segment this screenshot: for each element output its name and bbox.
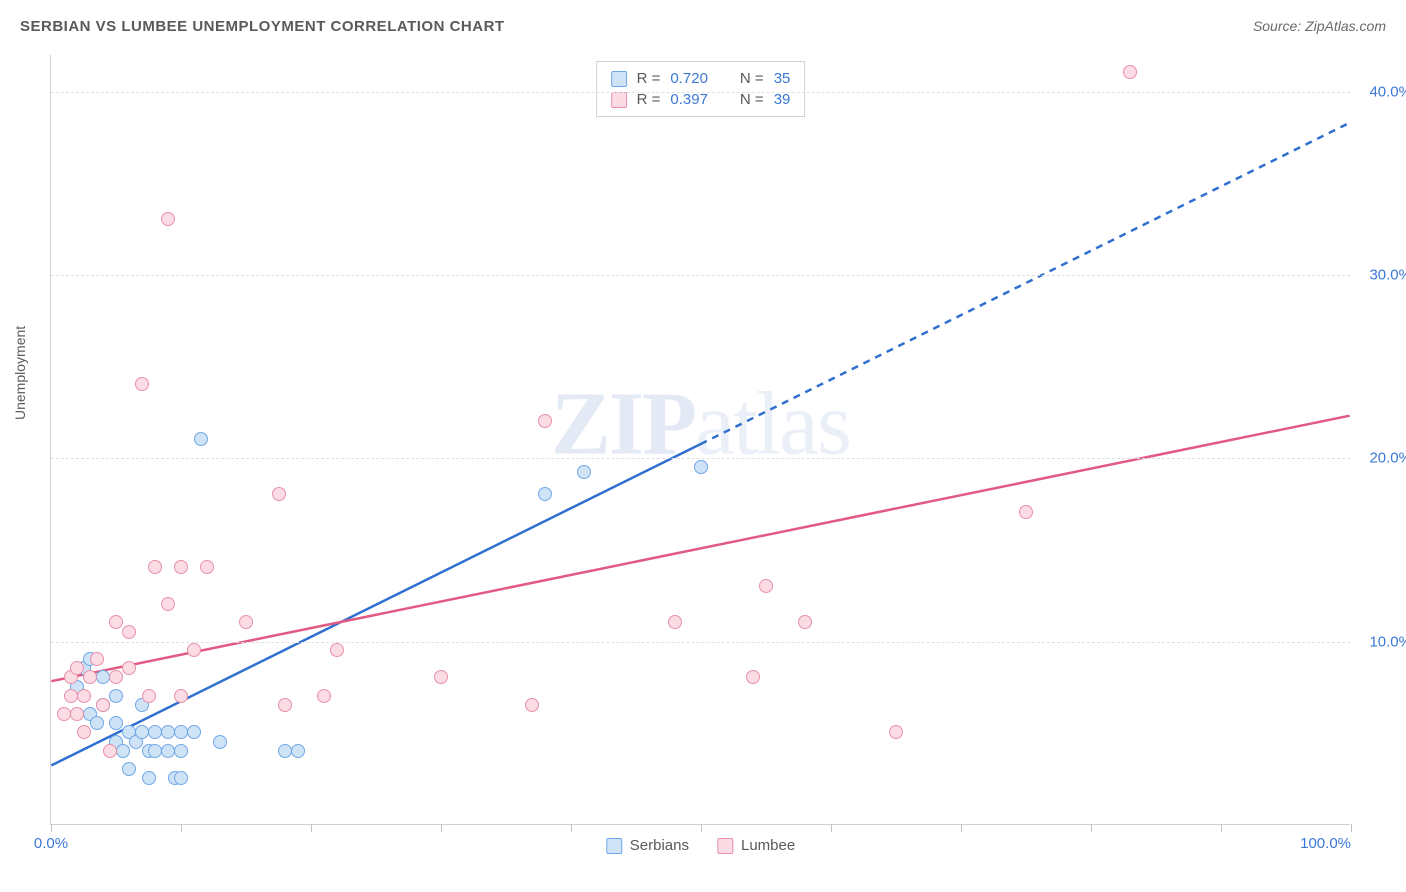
x-tick xyxy=(51,824,52,832)
plot-area: ZIPatlas R = 0.720N = 35R = 0.397N = 39 … xyxy=(50,55,1350,825)
x-tick xyxy=(831,824,832,832)
data-point xyxy=(57,707,71,721)
data-point xyxy=(148,560,162,574)
data-point xyxy=(174,744,188,758)
data-point xyxy=(291,744,305,758)
data-point xyxy=(122,661,136,675)
data-point xyxy=(109,689,123,703)
data-point xyxy=(142,689,156,703)
data-point xyxy=(148,744,162,758)
data-point xyxy=(1019,505,1033,519)
data-point xyxy=(1123,65,1137,79)
gridline-h xyxy=(51,92,1350,93)
data-point xyxy=(77,689,91,703)
data-point xyxy=(135,725,149,739)
legend-swatch xyxy=(611,71,627,87)
data-point xyxy=(148,725,162,739)
x-tick xyxy=(961,824,962,832)
data-point xyxy=(109,716,123,730)
legend-swatch xyxy=(717,838,733,854)
data-point xyxy=(161,744,175,758)
data-point xyxy=(174,771,188,785)
legend-item: Serbians xyxy=(606,837,689,854)
data-point xyxy=(434,670,448,684)
data-point xyxy=(278,744,292,758)
data-point xyxy=(135,377,149,391)
gridline-h xyxy=(51,642,1350,643)
legend-label: Lumbee xyxy=(741,837,795,854)
data-point xyxy=(272,487,286,501)
legend-swatch xyxy=(606,838,622,854)
data-point xyxy=(174,689,188,703)
legend-swatch xyxy=(611,92,627,108)
y-tick-label: 20.0% xyxy=(1369,450,1406,467)
x-tick xyxy=(1351,824,1352,832)
data-point xyxy=(200,560,214,574)
y-tick-label: 40.0% xyxy=(1369,83,1406,100)
data-point xyxy=(525,698,539,712)
data-point xyxy=(161,725,175,739)
data-point xyxy=(83,670,97,684)
y-tick-label: 10.0% xyxy=(1369,633,1406,650)
stats-legend: R = 0.720N = 35R = 0.397N = 39 xyxy=(596,61,806,117)
data-point xyxy=(77,725,91,739)
data-point xyxy=(174,725,188,739)
chart-title: SERBIAN VS LUMBEE UNEMPLOYMENT CORRELATI… xyxy=(20,18,505,35)
y-tick-label: 30.0% xyxy=(1369,267,1406,284)
data-point xyxy=(109,615,123,629)
data-point xyxy=(746,670,760,684)
data-point xyxy=(96,698,110,712)
data-point xyxy=(798,615,812,629)
data-point xyxy=(538,414,552,428)
data-point xyxy=(278,698,292,712)
x-tick xyxy=(571,824,572,832)
data-point xyxy=(668,615,682,629)
data-point xyxy=(103,744,117,758)
data-point xyxy=(187,643,201,657)
gridline-h xyxy=(51,275,1350,276)
x-tick-label: 100.0% xyxy=(1300,835,1351,852)
data-point xyxy=(70,661,84,675)
data-point xyxy=(109,670,123,684)
data-point xyxy=(122,762,136,776)
data-point xyxy=(889,725,903,739)
x-tick xyxy=(701,824,702,832)
data-point xyxy=(161,212,175,226)
data-point xyxy=(70,707,84,721)
series-legend: Serbians Lumbee xyxy=(606,837,795,854)
data-point xyxy=(122,625,136,639)
data-point xyxy=(174,560,188,574)
x-tick xyxy=(441,824,442,832)
x-tick-label: 0.0% xyxy=(34,835,68,852)
data-point xyxy=(239,615,253,629)
data-point xyxy=(161,597,175,611)
x-tick xyxy=(1091,824,1092,832)
data-point xyxy=(317,689,331,703)
x-tick xyxy=(1221,824,1222,832)
y-axis-label: Unemployment xyxy=(12,326,28,420)
chart-header: SERBIAN VS LUMBEE UNEMPLOYMENT CORRELATI… xyxy=(20,18,1386,35)
data-point xyxy=(759,579,773,593)
data-point xyxy=(194,432,208,446)
x-tick xyxy=(311,824,312,832)
data-point xyxy=(96,670,110,684)
stats-row: R = 0.720N = 35 xyxy=(611,68,791,89)
data-point xyxy=(90,716,104,730)
data-point xyxy=(538,487,552,501)
data-point xyxy=(64,689,78,703)
data-point xyxy=(213,735,227,749)
data-point xyxy=(90,652,104,666)
data-point xyxy=(694,460,708,474)
data-point xyxy=(187,725,201,739)
data-point xyxy=(142,771,156,785)
x-tick xyxy=(181,824,182,832)
data-point xyxy=(116,744,130,758)
data-point xyxy=(577,465,591,479)
legend-item: Lumbee xyxy=(717,837,795,854)
trend-lines xyxy=(51,55,1350,824)
chart-source: Source: ZipAtlas.com xyxy=(1253,18,1386,34)
data-point xyxy=(330,643,344,657)
legend-label: Serbians xyxy=(630,837,689,854)
